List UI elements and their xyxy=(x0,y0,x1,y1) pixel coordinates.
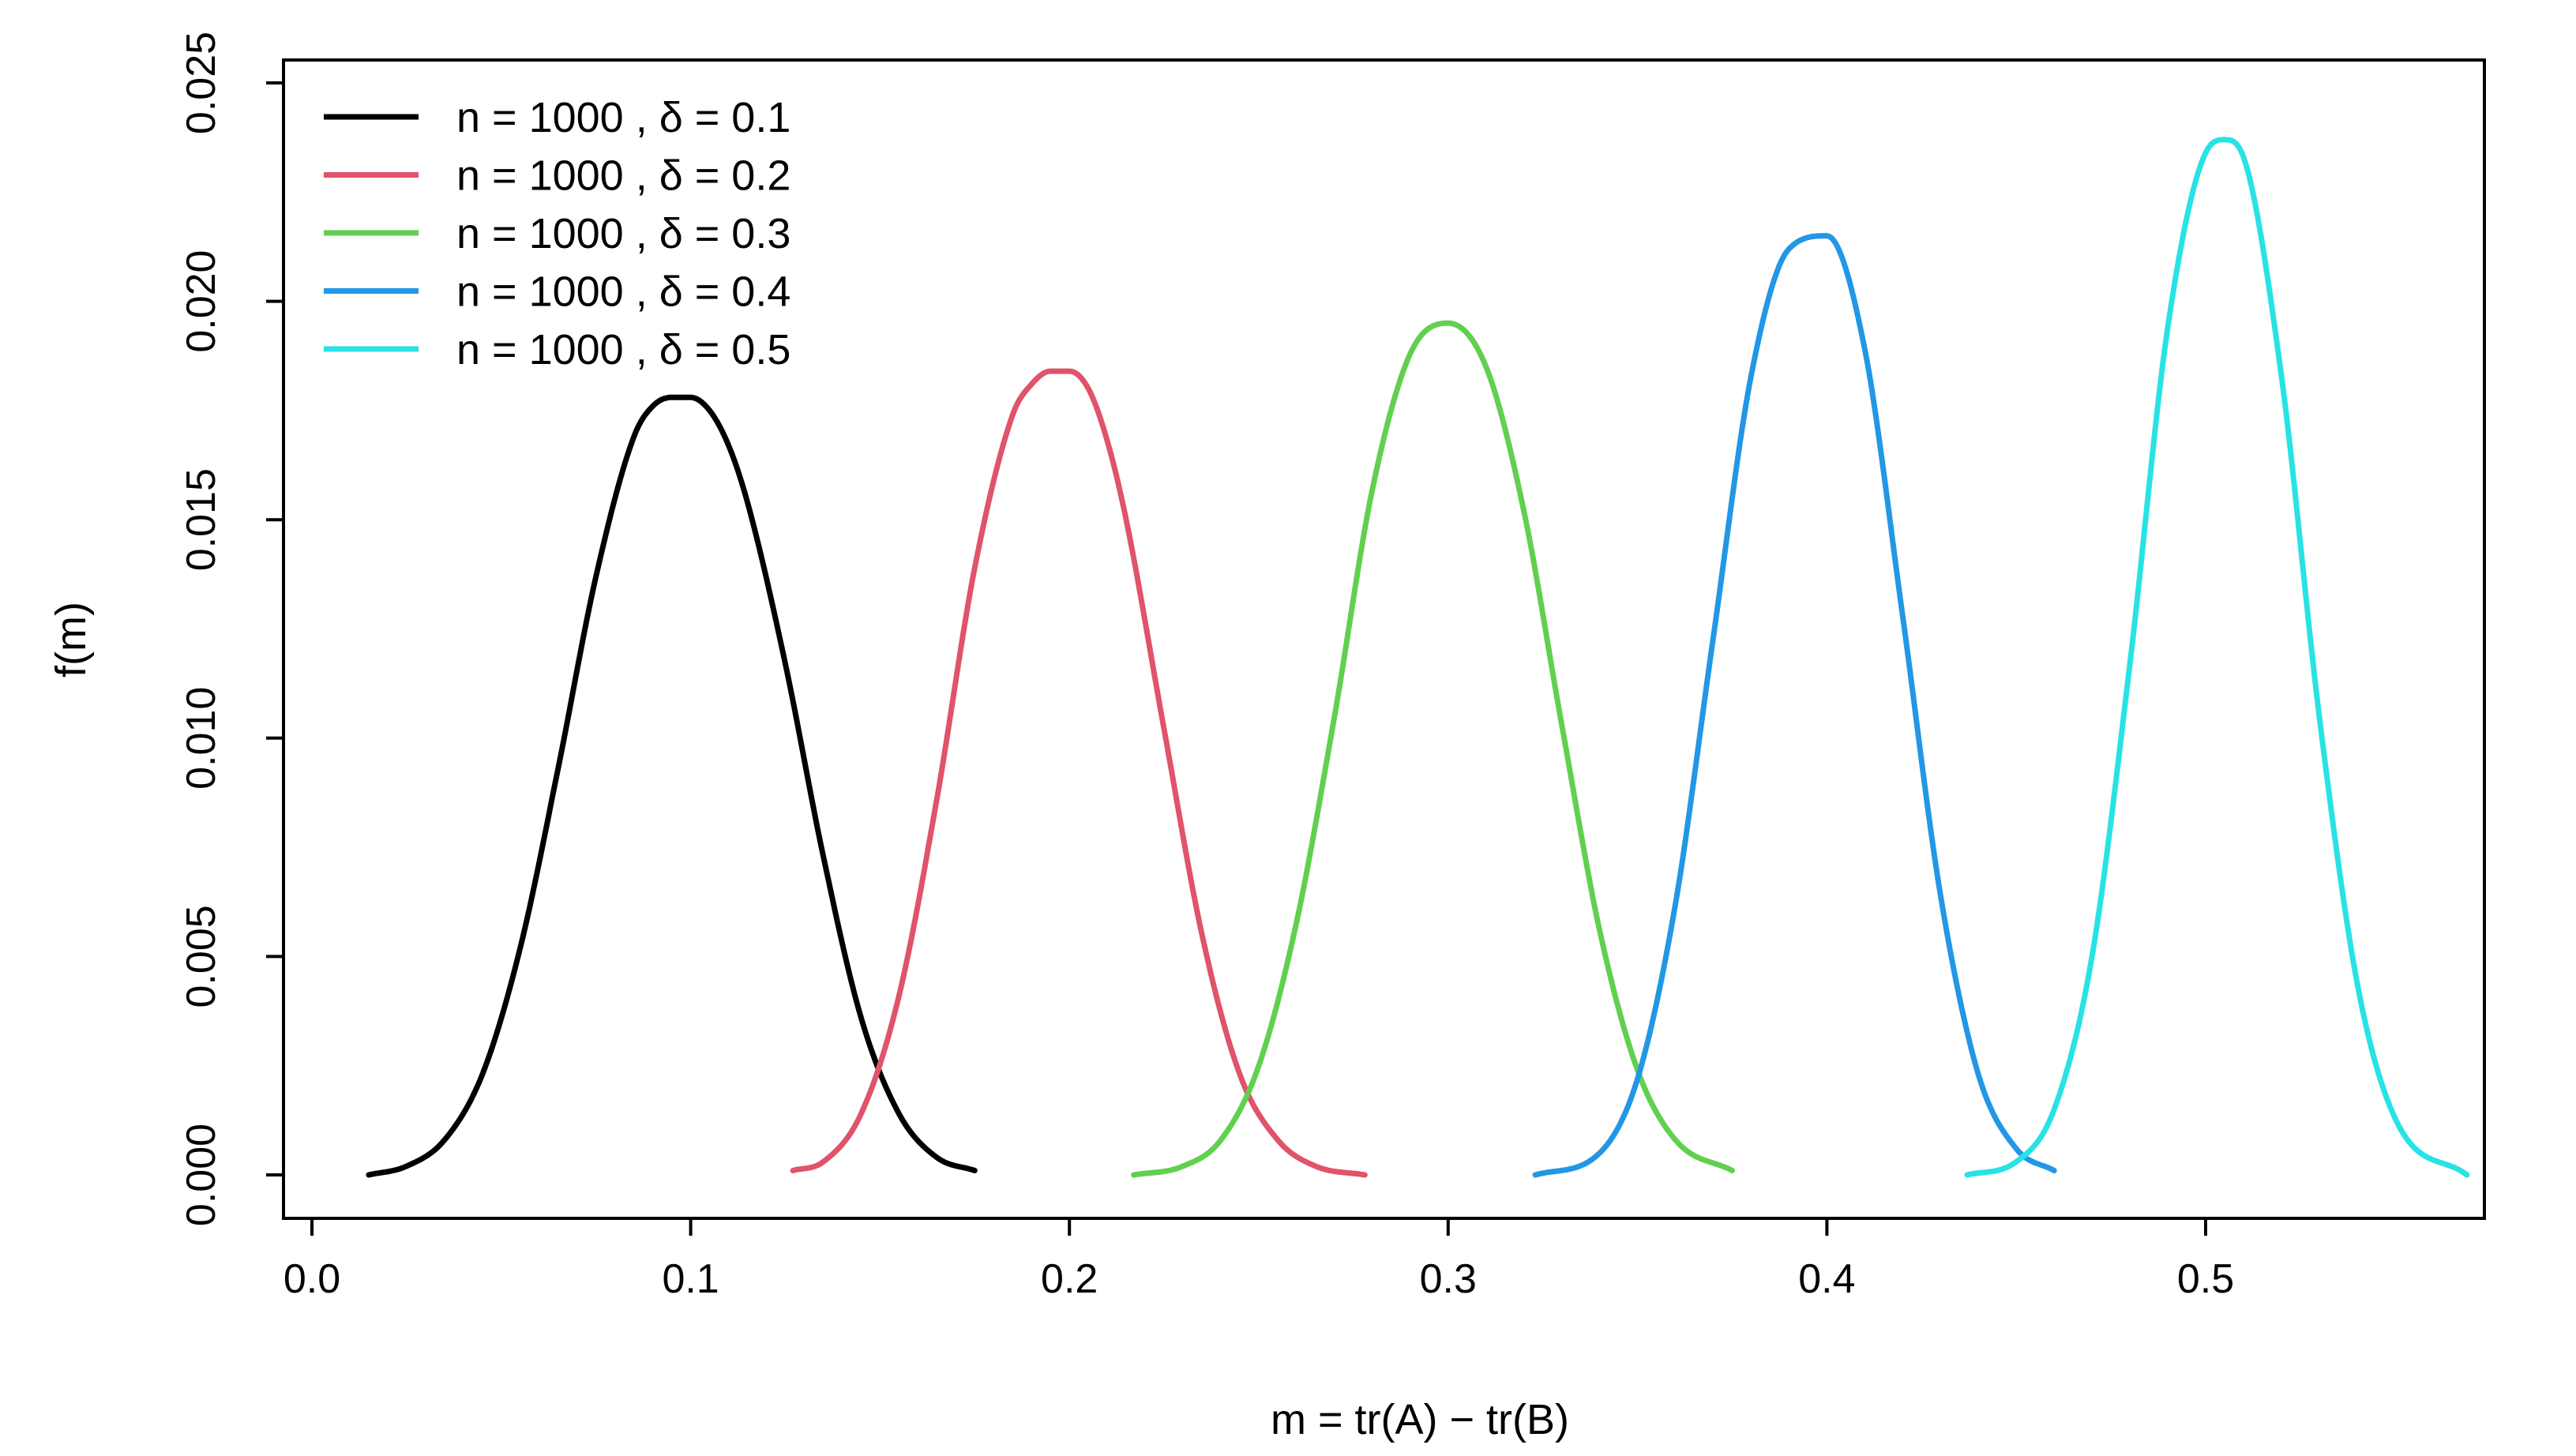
x-tick-label: 0.4 xyxy=(1798,1256,1855,1302)
x-tick-label: 0.3 xyxy=(1420,1256,1477,1302)
x-axis-label: m = tr(A) − tr(B) xyxy=(1271,1396,1569,1443)
y-tick-label: 0.025 xyxy=(178,32,224,134)
y-tick-label: 0.010 xyxy=(178,687,224,790)
series-line-5 xyxy=(1964,137,2470,1178)
legend-label-2: n = 1000 , δ = 0.2 xyxy=(456,152,790,200)
legend-label-5: n = 1000 , δ = 0.5 xyxy=(456,326,790,373)
legend-label-4: n = 1000 , δ = 0.4 xyxy=(456,268,790,316)
series-layer xyxy=(366,137,2470,1178)
x-tick-label: 0.5 xyxy=(2177,1256,2234,1302)
y-tick-label: 0.005 xyxy=(178,905,224,1008)
y-axis-label: f(m) xyxy=(47,602,95,677)
series-line-1 xyxy=(366,394,978,1178)
legend-label-1: n = 1000 , δ = 0.1 xyxy=(456,94,790,141)
x-tick-label: 0.2 xyxy=(1041,1256,1098,1302)
series-line-2 xyxy=(790,368,1368,1178)
series-line-4 xyxy=(1532,233,2057,1178)
y-axis: 0.000 0.005 0.010 0.015 0.020 0.025 xyxy=(178,32,285,1226)
y-tick-label: 0.000 xyxy=(178,1124,224,1226)
legend-label-3: n = 1000 , δ = 0.3 xyxy=(456,210,790,257)
x-tick-label: 0.1 xyxy=(662,1256,719,1302)
series-line-3 xyxy=(1131,320,1735,1178)
y-tick-label: 0.015 xyxy=(178,468,224,571)
y-tick-label: 0.020 xyxy=(178,250,224,353)
x-axis: 0.0 0.1 0.2 0.3 0.4 0.5 xyxy=(284,1217,2234,1302)
legend: n = 1000 , δ = 0.1 n = 1000 , δ = 0.2 n = … xyxy=(324,94,790,373)
x-tick-label: 0.0 xyxy=(284,1256,340,1302)
